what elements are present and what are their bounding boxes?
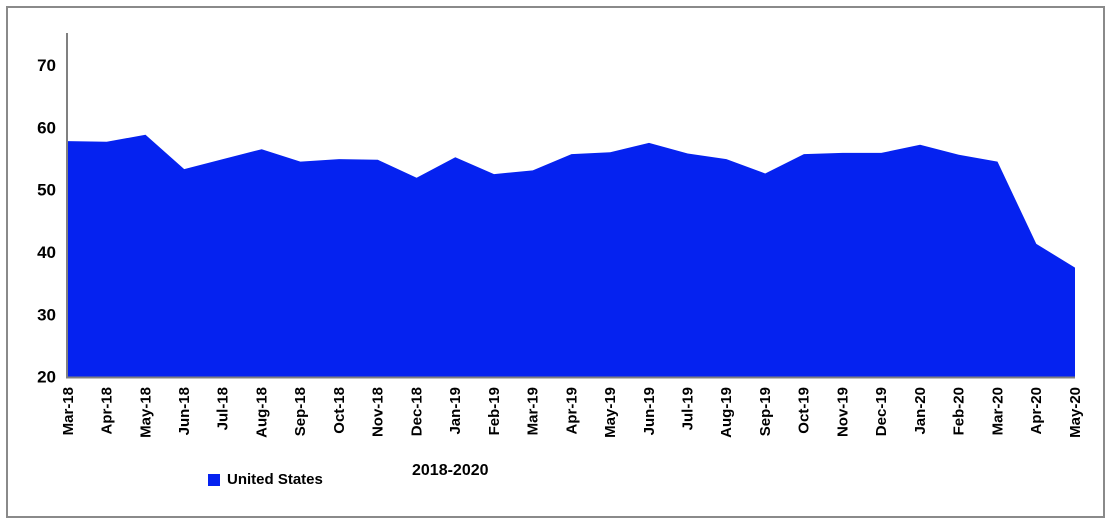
x-tick-label: Sep-19 (757, 387, 774, 436)
y-tick-label: 60 (37, 118, 56, 137)
x-tick-label: Jan-19 (447, 387, 464, 435)
x-tick-label: Dec-19 (873, 387, 890, 436)
x-tick-label: Mar-19 (525, 387, 542, 435)
y-tick-label: 30 (37, 305, 56, 324)
legend-label-united-states: United States (227, 471, 323, 488)
x-tick-label: Jan-20 (912, 387, 929, 435)
x-tick-label: Jun-18 (176, 387, 193, 435)
x-tick-label: Mar-18 (60, 387, 77, 435)
x-tick-label: Nov-19 (834, 387, 851, 437)
x-tick-label: Jun-19 (641, 387, 658, 435)
x-tick-label: Jul-19 (680, 387, 697, 430)
y-tick-label: 40 (37, 243, 56, 262)
x-tick-label: Aug-18 (254, 387, 271, 438)
x-tick-label: May-20 (1067, 387, 1084, 438)
x-tick-label: Aug-19 (718, 387, 735, 438)
x-tick-label: Mar-20 (989, 387, 1006, 435)
legend: United States (208, 471, 323, 488)
x-tick-label: Feb-19 (486, 387, 503, 435)
x-tick-label: Oct-19 (796, 387, 813, 434)
y-tick-label: 70 (37, 56, 56, 75)
x-tick-label: Sep-18 (292, 387, 309, 436)
legend-swatch-united-states (208, 473, 220, 486)
y-tick-label: 50 (37, 181, 56, 200)
x-tick-label: May-19 (602, 387, 619, 438)
x-tick-label: May-18 (137, 387, 154, 438)
x-tick-label: Apr-20 (1028, 387, 1045, 435)
x-tick-label: Apr-19 (563, 387, 580, 435)
y-tick-label: 20 (37, 368, 56, 387)
x-tick-label: Feb-20 (951, 387, 968, 435)
x-tick-label: Dec-18 (408, 387, 425, 436)
x-axis-period-label: 2018-2020 (412, 462, 489, 479)
x-tick-label: Nov-18 (370, 387, 387, 437)
x-tick-label: Apr-18 (99, 387, 116, 435)
x-tick-label: Jul-18 (215, 387, 232, 430)
united-states-area-series (68, 134, 1075, 377)
x-tick-label: Oct-18 (331, 387, 348, 434)
